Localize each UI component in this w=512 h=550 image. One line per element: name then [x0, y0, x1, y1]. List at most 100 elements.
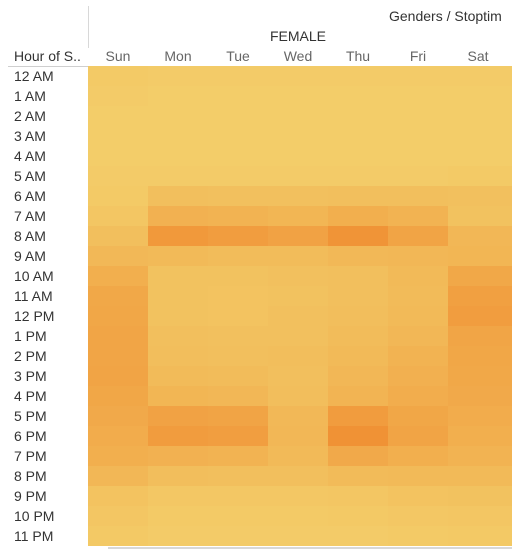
heatmap-cell[interactable] — [88, 246, 148, 266]
heatmap-cell[interactable] — [268, 506, 328, 526]
heatmap-cell[interactable] — [268, 226, 328, 246]
heatmap-cell[interactable] — [208, 446, 268, 466]
heatmap-cell[interactable] — [148, 426, 208, 446]
heatmap-cell[interactable] — [448, 526, 512, 546]
heatmap-cell[interactable] — [328, 226, 388, 246]
heatmap-cell[interactable] — [208, 86, 268, 106]
heatmap-cell[interactable] — [148, 86, 208, 106]
heatmap-cell[interactable] — [388, 166, 448, 186]
heatmap-cell[interactable] — [148, 526, 208, 546]
heatmap-cell[interactable] — [88, 486, 148, 506]
heatmap-cell[interactable] — [208, 266, 268, 286]
heatmap-cell[interactable] — [208, 486, 268, 506]
heatmap-cell[interactable] — [448, 386, 512, 406]
heatmap-cell[interactable] — [328, 306, 388, 326]
heatmap-cell[interactable] — [88, 206, 148, 226]
heatmap-cell[interactable] — [328, 426, 388, 446]
heatmap-cell[interactable] — [148, 266, 208, 286]
heatmap-cell[interactable] — [148, 186, 208, 206]
heatmap-cell[interactable] — [88, 386, 148, 406]
heatmap-cell[interactable] — [208, 306, 268, 326]
heatmap-cell[interactable] — [268, 426, 328, 446]
heatmap-cell[interactable] — [448, 446, 512, 466]
heatmap-cell[interactable] — [88, 286, 148, 306]
heatmap-cell[interactable] — [328, 146, 388, 166]
heatmap-cell[interactable] — [268, 106, 328, 126]
heatmap-cell[interactable] — [268, 346, 328, 366]
heatmap-cell[interactable] — [88, 506, 148, 526]
heatmap-cell[interactable] — [268, 126, 328, 146]
heatmap-cell[interactable] — [388, 486, 448, 506]
heatmap-cell[interactable] — [328, 446, 388, 466]
heatmap-cell[interactable] — [208, 386, 268, 406]
heatmap-cell[interactable] — [88, 226, 148, 246]
heatmap-cell[interactable] — [148, 466, 208, 486]
heatmap-cell[interactable] — [328, 206, 388, 226]
scrollbar-track[interactable] — [108, 547, 512, 549]
heatmap-cell[interactable] — [448, 346, 512, 366]
heatmap-cell[interactable] — [328, 286, 388, 306]
heatmap-cell[interactable] — [388, 186, 448, 206]
heatmap-cell[interactable] — [328, 406, 388, 426]
heatmap-cell[interactable] — [328, 526, 388, 546]
heatmap-cell[interactable] — [328, 266, 388, 286]
heatmap-cell[interactable] — [268, 486, 328, 506]
heatmap-cell[interactable] — [448, 166, 512, 186]
heatmap-cell[interactable] — [388, 426, 448, 446]
heatmap-cell[interactable] — [88, 446, 148, 466]
heatmap-cell[interactable] — [448, 146, 512, 166]
heatmap-cell[interactable] — [268, 326, 328, 346]
heatmap-cell[interactable] — [388, 326, 448, 346]
heatmap-cell[interactable] — [148, 306, 208, 326]
heatmap-cell[interactable] — [388, 346, 448, 366]
heatmap-cell[interactable] — [328, 346, 388, 366]
heatmap-cell[interactable] — [448, 486, 512, 506]
heatmap-cell[interactable] — [448, 506, 512, 526]
heatmap-cell[interactable] — [268, 266, 328, 286]
heatmap-cell[interactable] — [448, 306, 512, 326]
heatmap-cell[interactable] — [268, 66, 328, 86]
heatmap-cell[interactable] — [148, 206, 208, 226]
heatmap-cell[interactable] — [148, 286, 208, 306]
heatmap-cell[interactable] — [388, 526, 448, 546]
heatmap-cell[interactable] — [268, 86, 328, 106]
heatmap-cell[interactable] — [448, 206, 512, 226]
heatmap-cell[interactable] — [448, 466, 512, 486]
heatmap-cell[interactable] — [268, 366, 328, 386]
heatmap-cell[interactable] — [268, 166, 328, 186]
heatmap-cell[interactable] — [328, 126, 388, 146]
heatmap-cell[interactable] — [268, 306, 328, 326]
heatmap-cell[interactable] — [328, 246, 388, 266]
heatmap-cell[interactable] — [328, 366, 388, 386]
heatmap-cell[interactable] — [388, 226, 448, 246]
heatmap-cell[interactable] — [148, 106, 208, 126]
heatmap-cell[interactable] — [328, 506, 388, 526]
heatmap-cell[interactable] — [448, 366, 512, 386]
heatmap-cell[interactable] — [88, 126, 148, 146]
heatmap-cell[interactable] — [328, 466, 388, 486]
heatmap-cell[interactable] — [88, 426, 148, 446]
heatmap-cell[interactable] — [88, 326, 148, 346]
heatmap-cell[interactable] — [88, 66, 148, 86]
heatmap-cell[interactable] — [388, 66, 448, 86]
heatmap-cell[interactable] — [268, 146, 328, 166]
heatmap-cell[interactable] — [268, 206, 328, 226]
heatmap-cell[interactable] — [388, 446, 448, 466]
heatmap-cell[interactable] — [148, 246, 208, 266]
heatmap-cell[interactable] — [268, 386, 328, 406]
heatmap-cell[interactable] — [88, 346, 148, 366]
row-header-title[interactable]: Hour of S.. — [14, 48, 81, 64]
heatmap-cell[interactable] — [208, 526, 268, 546]
heatmap-cell[interactable] — [388, 506, 448, 526]
heatmap-cell[interactable] — [448, 246, 512, 266]
heatmap-cell[interactable] — [148, 506, 208, 526]
heatmap-cell[interactable] — [208, 426, 268, 446]
heatmap-cell[interactable] — [88, 146, 148, 166]
heatmap-cell[interactable] — [268, 246, 328, 266]
heatmap-cell[interactable] — [388, 126, 448, 146]
heatmap-cell[interactable] — [328, 326, 388, 346]
heatmap-cell[interactable] — [328, 106, 388, 126]
heatmap-cell[interactable] — [328, 166, 388, 186]
heatmap-cell[interactable] — [88, 366, 148, 386]
heatmap-cell[interactable] — [268, 466, 328, 486]
